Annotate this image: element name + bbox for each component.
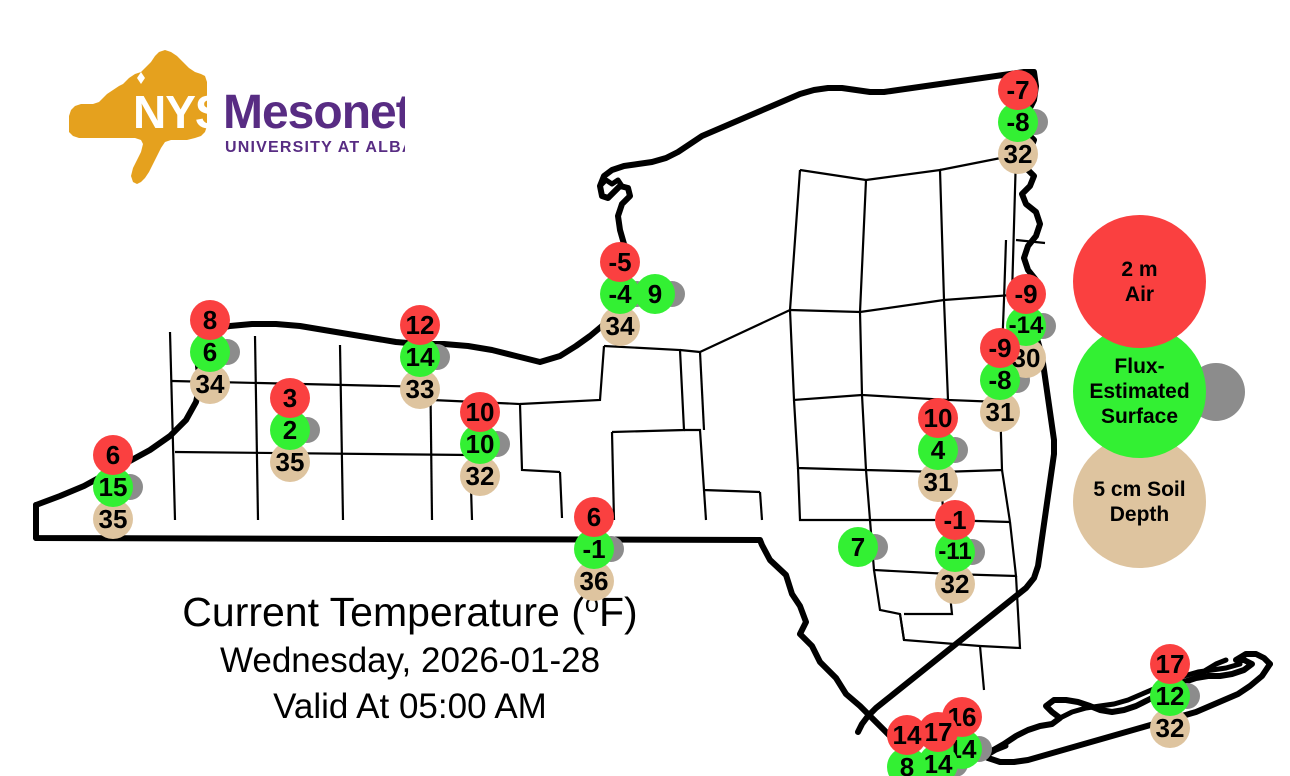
- station-air-value: 6: [574, 497, 614, 537]
- station-air-value: -5: [600, 242, 640, 282]
- station-air-value: -1: [935, 500, 975, 540]
- station-air-value: -7: [998, 70, 1038, 110]
- legend-surface-circle: Flux- Estimated Surface: [1073, 325, 1206, 458]
- station-air-value: 14: [887, 715, 927, 755]
- logo-nys-text: NYS: [133, 86, 225, 138]
- legend-soil-line2: Depth: [1109, 502, 1170, 526]
- lake-shore-detail: [597, 177, 631, 191]
- legend: 5 cm Soil Depth Flux- Estimated Surface …: [1045, 215, 1275, 568]
- map-title-block: Current Temperature (oF) Wednesday, 2026…: [40, 578, 780, 730]
- legend-soil-circle: 5 cm Soil Depth: [1073, 435, 1206, 568]
- legend-surface-line3: Surface: [1100, 405, 1179, 428]
- station-soil-value: 35: [270, 442, 310, 482]
- station-surface-value: -8: [998, 102, 1038, 142]
- county-boundaries: [168, 80, 1046, 691]
- station-surface-value: 4: [918, 430, 958, 470]
- title-valid-time: Valid At 05:00 AM: [273, 686, 547, 726]
- long-island-detail: [1057, 657, 1243, 721]
- legend-air-circle: 2 m Air: [1073, 215, 1206, 348]
- title-date: Wednesday, 2026-01-28: [219, 640, 601, 680]
- station-air-value: 3: [270, 378, 310, 418]
- station-surface-value: 7: [838, 527, 878, 567]
- legend-surface-line1: Flux-: [1114, 355, 1165, 378]
- state-outline-north: [33, 69, 1057, 735]
- logo-state-shape: [69, 50, 207, 184]
- station-air-value: 12: [400, 305, 440, 345]
- logo-mesonet-text: Mesonet: [223, 86, 405, 139]
- station-air-value: 8: [190, 300, 230, 340]
- station-soil-value: 32: [460, 456, 500, 496]
- legend-air-line1: 2 m: [1121, 257, 1158, 281]
- station-soil-value: 32: [1150, 708, 1190, 748]
- station-air-value: 10: [460, 392, 500, 432]
- station-surface-value: 9: [635, 274, 675, 314]
- station-air-value: 6: [93, 435, 133, 475]
- station-air-value: 10: [918, 398, 958, 438]
- title-main-prefix: Current Temperature (: [182, 588, 585, 635]
- legend-soil-line1: 5 cm Soil: [1093, 477, 1186, 501]
- station-air-value: -9: [980, 328, 1020, 368]
- legend-air-line2: Air: [1124, 282, 1155, 306]
- page-title: Current Temperature (oF): [40, 578, 780, 638]
- legend-surface-line2: Estimated: [1089, 380, 1190, 403]
- nys-mesonet-logo: NYS Mesonet UNIVERSITY AT ALBANY: [55, 48, 405, 188]
- station-air-value: 17: [1150, 644, 1190, 684]
- station-surface-value: -1: [574, 529, 614, 569]
- station-air-value: -9: [1006, 274, 1046, 314]
- logo-tagline-text: UNIVERSITY AT ALBANY: [225, 139, 405, 156]
